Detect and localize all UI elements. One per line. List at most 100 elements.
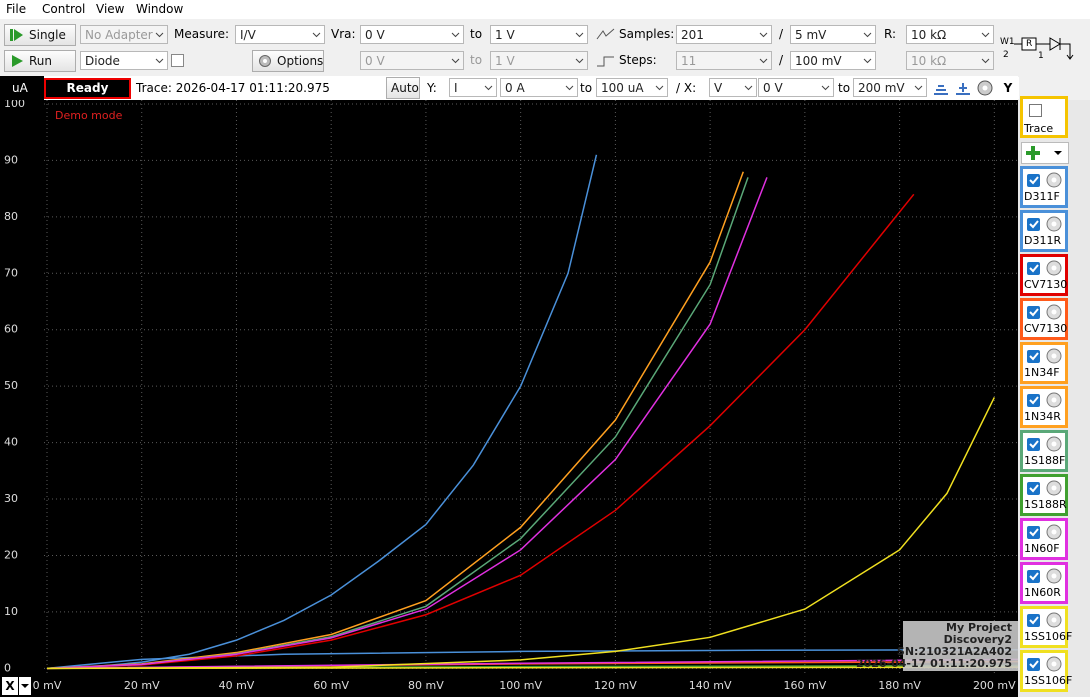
add-trace[interactable]: [1021, 142, 1069, 164]
dropdown[interactable]: 10 kΩ: [906, 25, 994, 44]
trace-toggle[interactable]: [1020, 96, 1068, 138]
dropdown-value: 10 kΩ: [911, 54, 947, 68]
y-button[interactable]: Y: [997, 77, 1019, 99]
legend-item[interactable]: [1020, 298, 1068, 340]
plot: 0 10 20 30 40 50 60 70 80 90 100 0 mV 20 mV 40 mV 60 m…: [0, 100, 1018, 697]
y-tick-label: 20: [4, 548, 18, 561]
legend-item[interactable]: [1020, 606, 1068, 648]
series-line: [46, 658, 1018, 670]
info-line: Discovery2: [944, 633, 1012, 646]
x-dropdown[interactable]: [19, 677, 31, 695]
dropdown-value: V: [714, 81, 723, 95]
info-box: [903, 621, 1018, 671]
series-line: [46, 177, 768, 670]
icon: [596, 28, 616, 43]
dropdown-arrow: [451, 58, 460, 64]
menu-item[interactable]: View: [96, 2, 125, 16]
dropdown[interactable]: Diode: [80, 51, 168, 70]
dropdown[interactable]: 0 A: [500, 78, 578, 97]
legend-icons: [1027, 260, 1062, 276]
trace-time: Trace: 2026-04-17 01:11:20.975: [136, 81, 330, 95]
legend-item[interactable]: [1020, 518, 1068, 560]
legend-label: 1SS106F: [1024, 630, 1073, 643]
button-label: Options: [277, 54, 324, 68]
dropdown-value: 10 kΩ: [911, 28, 947, 42]
x-tick-label: 40 mV: [219, 679, 255, 692]
icon[interactable]: [932, 80, 976, 99]
y-tick-label: 70: [4, 266, 18, 279]
dropdown-value: 1 V: [495, 28, 515, 42]
icon[interactable]: [976, 79, 994, 100]
annotation: Demo mode: [55, 109, 123, 122]
dropdown-arrow: [155, 32, 164, 38]
button[interactable]: Run: [4, 50, 76, 72]
legend-item[interactable]: [1020, 474, 1068, 516]
dropdown-arrow: [565, 85, 574, 91]
legend-item[interactable]: [1020, 430, 1068, 472]
label: to: [470, 27, 483, 41]
x-tick-label: 80 mV: [408, 679, 444, 692]
dropdown-value: 0 A: [505, 81, 525, 95]
dropdown-arrow: [312, 32, 321, 38]
dropdown-value: No Adapter: [85, 28, 153, 42]
label: to: [838, 81, 851, 95]
dropdown-arrow: [575, 58, 584, 64]
x-tick-label: 60 mV: [313, 679, 349, 692]
circuit-label: W1: [1000, 37, 1015, 47]
x-tick-label: 180 mV: [878, 679, 921, 692]
circuit-label: 2: [1003, 50, 1009, 60]
menu-item[interactable]: File: [6, 2, 27, 16]
dropdown-arrow: [155, 58, 164, 64]
legend-item[interactable]: [1020, 386, 1068, 428]
legend-label: CV7130: [1024, 278, 1068, 291]
menu-item[interactable]: Window: [136, 2, 184, 16]
legend-item[interactable]: [1020, 166, 1068, 208]
dropdown-arrow: [451, 32, 460, 38]
dropdown-value: 0 V: [365, 54, 385, 68]
legend-item[interactable]: [1020, 562, 1068, 604]
legend-item[interactable]: [1020, 254, 1068, 296]
x-button[interactable]: X: [2, 677, 18, 695]
x-tick-label: 0 mV: [33, 679, 62, 692]
label: to: [470, 53, 483, 67]
series-line: [46, 666, 1018, 670]
button[interactable]: Options: [252, 50, 324, 72]
legend-item[interactable]: [1020, 210, 1068, 252]
legend-icons: [1027, 524, 1062, 540]
dropdown[interactable]: I: [449, 78, 497, 97]
dropdown[interactable]: 201: [676, 25, 772, 44]
dropdown-arrow: [484, 85, 493, 91]
label: Y:: [427, 81, 437, 95]
button[interactable]: Single: [4, 24, 76, 46]
dropdown[interactable]: I/V: [235, 25, 325, 44]
dropdown[interactable]: V: [709, 78, 757, 97]
dropdown[interactable]: 200 mV: [853, 78, 927, 97]
dropdown[interactable]: 0 V: [360, 25, 464, 44]
dropdown-arrow: [914, 85, 923, 91]
dropdown[interactable]: 1 V: [490, 25, 588, 44]
trace-header: Trace: [1024, 122, 1054, 135]
dropdown[interactable]: 0 V: [758, 78, 834, 97]
x-tick-label: 120 mV: [594, 679, 637, 692]
button[interactable]: Auto: [386, 77, 420, 99]
plot-background: [0, 100, 1018, 697]
y-tick-label: 100: [4, 100, 25, 110]
button-label: Run: [29, 54, 53, 68]
menu-item[interactable]: Control: [42, 2, 86, 16]
dropdown-arrow: [759, 58, 768, 64]
dropdown[interactable]: 100 uA: [596, 78, 668, 97]
x-tick-label: 100 mV: [499, 679, 542, 692]
dropdown-arrow: [821, 85, 830, 91]
dropdown-arrow: [981, 58, 990, 64]
label: / X:: [676, 81, 697, 95]
checkbox[interactable]: [171, 54, 184, 67]
dropdown[interactable]: 100 mV: [790, 51, 876, 70]
legend-label: 1N34F: [1024, 366, 1060, 379]
legend-item[interactable]: [1020, 342, 1068, 384]
legend-item[interactable]: [1020, 650, 1068, 692]
dropdown[interactable]: 5 mV: [790, 25, 876, 44]
legend-icons: [1027, 172, 1062, 188]
dropdown: 11: [676, 51, 772, 70]
circuit: [1014, 37, 1074, 60]
legend-icons: [1027, 568, 1062, 584]
